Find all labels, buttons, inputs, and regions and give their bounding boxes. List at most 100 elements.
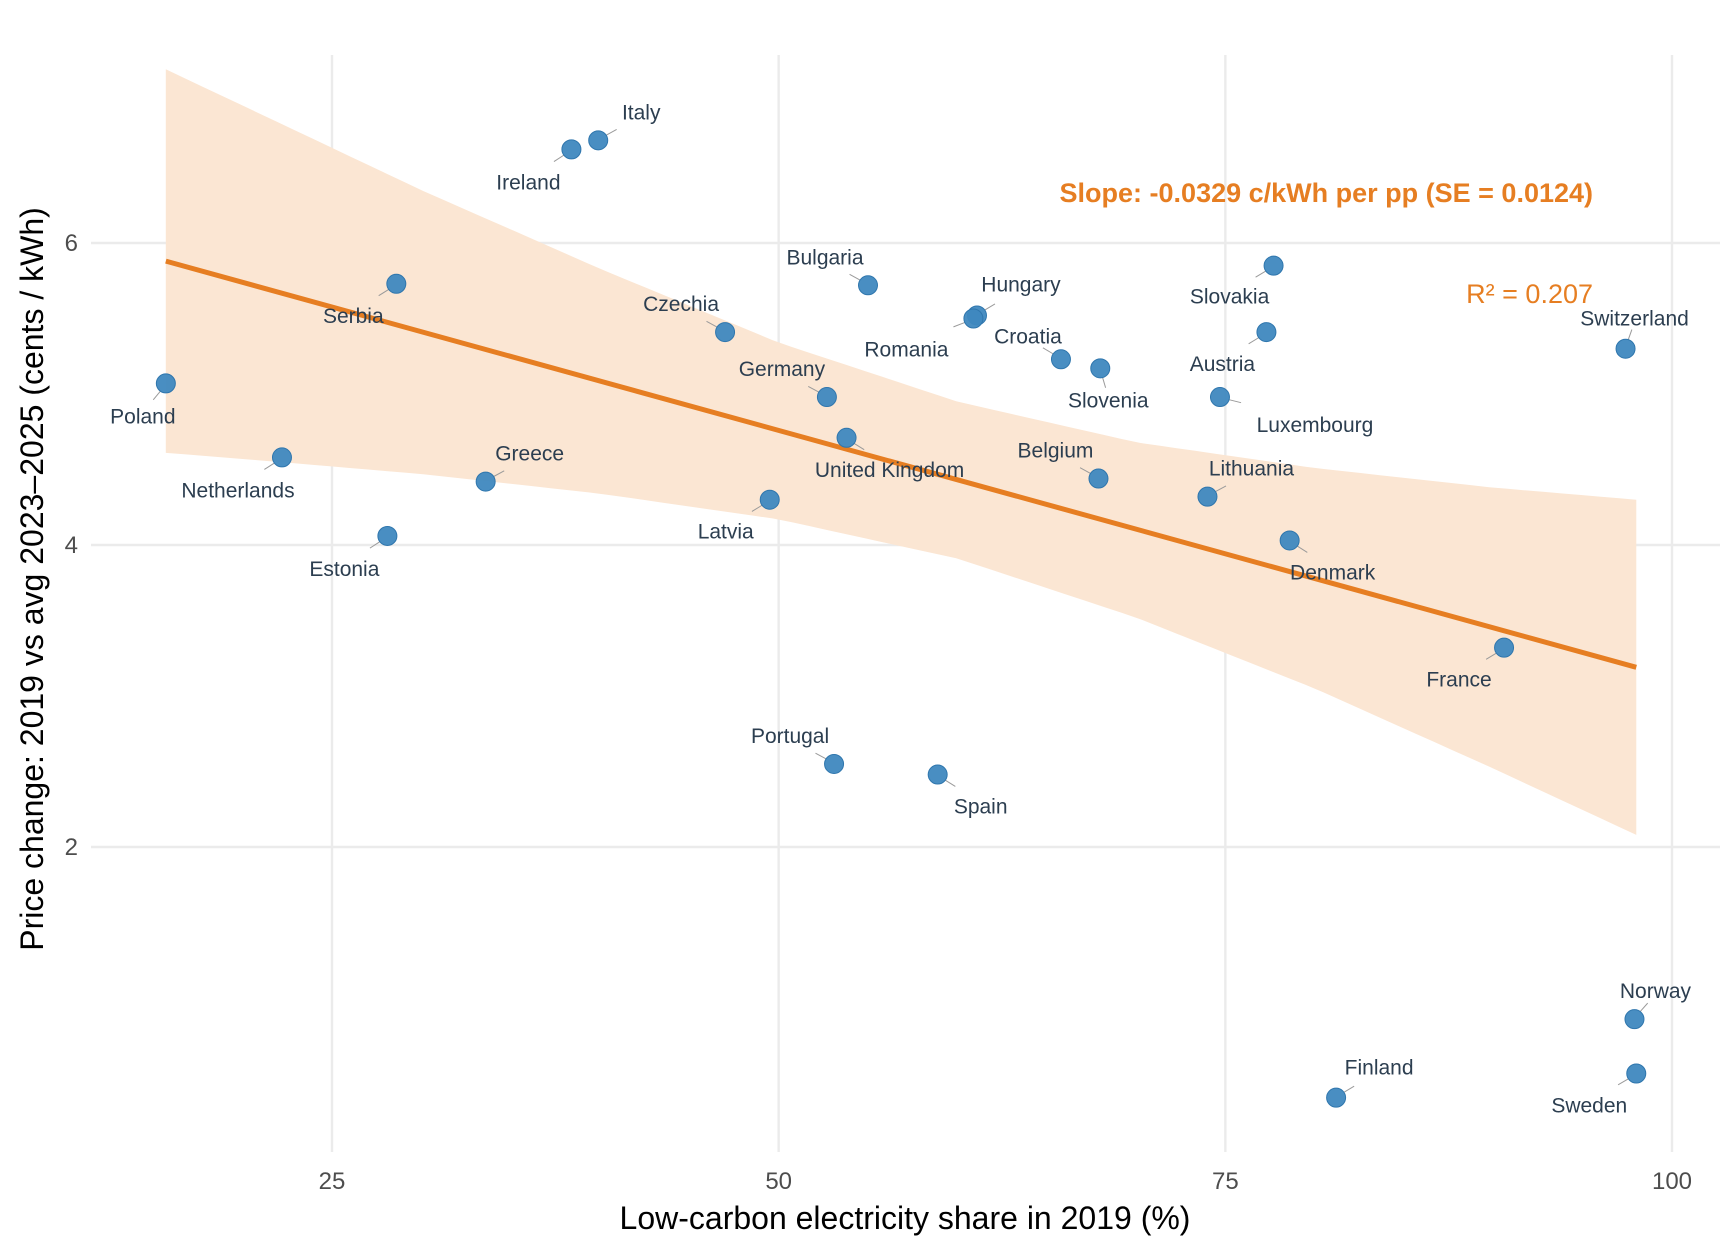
data-point: [1263, 255, 1284, 276]
data-point: [858, 275, 878, 296]
point-label: Netherlands: [181, 479, 294, 502]
label-leader-line: [1248, 336, 1260, 345]
regression-line: [165, 258, 1637, 670]
label-leader-line: [1343, 1085, 1355, 1093]
label-leader-line: [1079, 467, 1092, 475]
label-leader-line: [1627, 329, 1633, 341]
data-point: [1209, 387, 1230, 408]
data-point: [824, 753, 845, 774]
point-label: Spain: [954, 796, 1008, 819]
point-label: Luxembourg: [1257, 414, 1374, 437]
data-points: [155, 130, 1647, 1108]
label-leader-line: [751, 504, 763, 512]
data-point: [588, 130, 609, 151]
data-point: [271, 447, 292, 468]
data-point: [1256, 322, 1277, 343]
label-leader-line: [706, 320, 718, 328]
data-point: [836, 427, 857, 448]
data-point: [1088, 468, 1109, 489]
data-point: [1626, 1063, 1647, 1084]
point-label: Serbia: [323, 305, 384, 328]
point-label: United Kingdom: [815, 459, 964, 482]
point-label: Finland: [1345, 1057, 1414, 1080]
y-tick-label: 2: [65, 834, 78, 861]
label-leader-line: [605, 128, 617, 136]
y-axis-title: Price change: 2019 vs avg 2023–2025 (cen…: [14, 207, 50, 951]
data-point: [1494, 637, 1515, 658]
point-label: Belgium: [1018, 440, 1094, 463]
data-point: [1326, 1087, 1347, 1108]
label-leader-line: [378, 288, 390, 297]
data-point: [1615, 338, 1636, 359]
point-label: Portugal: [751, 725, 829, 748]
point-label: Latvia: [698, 521, 754, 544]
point-label: Austria: [1190, 353, 1256, 376]
y-tick-label: 6: [65, 230, 78, 257]
label-leader-line: [853, 442, 865, 451]
data-point: [816, 387, 837, 408]
label-leader-line: [264, 462, 276, 470]
label-leader-line: [553, 154, 565, 162]
point-label: Czechia: [643, 293, 719, 316]
point-label: Estonia: [309, 558, 379, 581]
point-label: Sweden: [1551, 1095, 1627, 1118]
confidence-band: [165, 69, 1637, 835]
point-label: Denmark: [1290, 561, 1376, 584]
label-leader-line: [152, 390, 162, 401]
data-point: [561, 139, 582, 160]
point-label: Germany: [739, 358, 826, 381]
point-label: Poland: [110, 405, 175, 428]
data-point: [715, 322, 736, 343]
slope-annotation: Slope: -0.0329 c/kWh per pp (SE = 0.0124…: [1060, 178, 1593, 208]
data-point: [927, 764, 948, 785]
point-label: Ireland: [496, 171, 560, 194]
label-leader-line: [1639, 1002, 1649, 1013]
label-leader-lines: [152, 128, 1649, 1093]
y-axis-ticks: 2 4 6: [65, 230, 78, 861]
y-tick-label: 4: [65, 532, 78, 559]
data-point: [475, 471, 496, 492]
point-label: Italy: [622, 101, 661, 124]
label-leader-line: [1296, 545, 1308, 553]
point-label: Switzerland: [1580, 308, 1689, 331]
label-leader-line: [1617, 1078, 1630, 1086]
label-leader-line: [369, 541, 381, 549]
label-leader-line: [807, 386, 820, 393]
point-label: Croatia: [994, 325, 1062, 348]
x-axis-ticks: 25 50 75 100: [319, 1168, 1692, 1195]
point-label: Slovenia: [1068, 389, 1149, 412]
label-leader-line: [953, 321, 966, 328]
data-point: [155, 373, 176, 394]
x-tick-label: 75: [1212, 1168, 1239, 1195]
label-leader-line: [849, 273, 861, 281]
point-label: France: [1426, 669, 1491, 692]
data-point: [1624, 1009, 1645, 1030]
point-label: Norway: [1620, 980, 1692, 1003]
r-squared-annotation: R² = 0.207: [1466, 279, 1593, 309]
point-label: Hungary: [981, 273, 1061, 296]
label-leader-line: [1214, 485, 1227, 493]
point-labels: Poland Netherlands Serbia Estonia Greece Irel…: [110, 101, 1691, 1117]
label-leader-line: [1101, 376, 1107, 388]
data-point: [963, 308, 984, 329]
point-label: Romania: [864, 339, 948, 362]
label-leader-line: [984, 303, 996, 311]
point-label: Bulgaria: [786, 246, 863, 269]
label-leader-line: [944, 779, 956, 787]
data-point: [386, 273, 407, 294]
x-tick-label: 25: [319, 1168, 346, 1195]
point-label: Slovakia: [1190, 286, 1270, 309]
data-point: [1050, 349, 1071, 370]
data-point: [377, 525, 398, 546]
point-label: Lithuania: [1209, 458, 1295, 481]
data-point: [759, 489, 780, 510]
data-point: [1090, 358, 1111, 379]
x-tick-label: 50: [765, 1168, 792, 1195]
label-leader-line: [815, 752, 827, 760]
data-point: [1279, 530, 1300, 551]
data-point: [1197, 486, 1218, 507]
label-leader-line: [1255, 270, 1267, 278]
label-leader-line: [1042, 347, 1054, 355]
label-leader-line: [1485, 652, 1497, 660]
